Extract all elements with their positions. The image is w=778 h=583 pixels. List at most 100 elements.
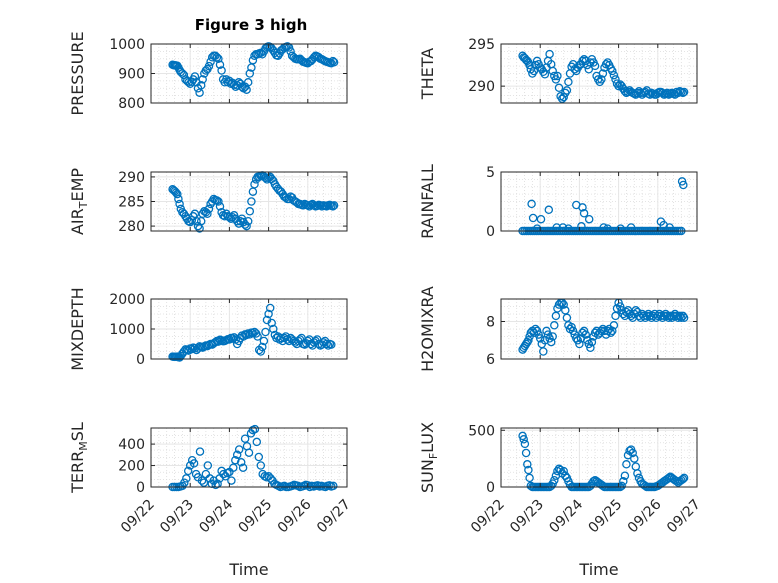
- data-point: [677, 177, 687, 186]
- data-point: [219, 469, 228, 479]
- data-point: [329, 201, 339, 210]
- data-point: [231, 455, 240, 465]
- y-tick-label: 285: [118, 195, 145, 211]
- major-grid: [501, 428, 697, 487]
- axes-box: [500, 427, 698, 488]
- y-tick-label: 0: [486, 224, 495, 240]
- data-point: [197, 476, 207, 485]
- data-point: [679, 180, 688, 190]
- data-point: [656, 217, 666, 226]
- axes-box: [150, 427, 348, 488]
- data-point: [523, 56, 532, 66]
- x-axis-label: Time: [228, 560, 268, 579]
- data-point: [523, 460, 532, 469]
- data-point: [535, 334, 545, 343]
- data-point: [562, 86, 572, 95]
- data-point: [204, 61, 214, 71]
- data-point: [677, 313, 686, 323]
- data-point: [579, 209, 589, 218]
- data-point: [564, 224, 573, 233]
- data-point: [586, 343, 595, 353]
- data-point: [528, 213, 538, 223]
- data-point: [267, 318, 276, 328]
- data-point: [261, 173, 270, 183]
- data-point: [673, 313, 683, 323]
- y-axis-label: AIRTEMP: [68, 168, 90, 235]
- data-point: [328, 202, 338, 211]
- data-point: [196, 81, 206, 90]
- y-tick-label: 1000: [109, 322, 145, 338]
- y-tick-label: 900: [118, 67, 145, 83]
- y-axis-label: TERRMSL: [68, 422, 90, 494]
- data-point: [214, 54, 223, 64]
- y-tick-label: 290: [118, 170, 145, 186]
- data-point: [254, 452, 264, 462]
- data-point: [328, 56, 338, 66]
- y-axis-label: H2OMIXRA: [418, 286, 437, 372]
- data-point: [217, 66, 226, 75]
- data-point: [258, 342, 267, 352]
- series: [168, 42, 339, 97]
- data-point: [203, 461, 213, 470]
- series: [168, 171, 339, 233]
- y-tick-label: 0: [486, 480, 495, 496]
- data-point: [232, 450, 242, 460]
- data-point: [525, 473, 534, 483]
- data-point: [329, 58, 339, 67]
- panel-theta: 290 295 THETA: [418, 37, 698, 104]
- data-point: [244, 448, 254, 457]
- data-point: [606, 328, 616, 338]
- data-point: [544, 205, 554, 215]
- data-point: [256, 461, 266, 470]
- data-point: [553, 71, 562, 81]
- data-point: [180, 478, 189, 487]
- data-point: [175, 199, 184, 209]
- data-point: [240, 434, 250, 443]
- data-point: [521, 448, 531, 458]
- data-point: [198, 75, 207, 84]
- data-point: [679, 313, 689, 323]
- data-point: [212, 53, 222, 62]
- data-point: [245, 207, 255, 216]
- data-point: [679, 87, 689, 97]
- data-point: [173, 189, 182, 199]
- x-axis-label: Time: [578, 560, 618, 579]
- data-point: [243, 78, 253, 87]
- data-point: [261, 327, 270, 337]
- y-tick-label: 200: [118, 459, 145, 475]
- data-point: [534, 330, 543, 339]
- data-point: [529, 66, 539, 76]
- data-point: [199, 478, 209, 487]
- data-point: [245, 69, 255, 78]
- y-axis-label: THETA: [418, 48, 437, 100]
- axes-box: [500, 298, 698, 360]
- data-point: [189, 459, 199, 468]
- y-axis-label: PRESSURE: [68, 31, 87, 115]
- data-point: [656, 311, 666, 321]
- plot-area: [501, 172, 697, 231]
- data-point: [678, 88, 688, 98]
- data-point: [250, 424, 260, 434]
- data-point: [253, 332, 262, 341]
- data-point: [256, 347, 266, 356]
- panel-air-temp: 280 285 290 AIRTEMP: [68, 168, 348, 235]
- series: [518, 49, 689, 104]
- data-point: [214, 197, 223, 206]
- axes-box: [500, 43, 698, 104]
- data-point: [182, 474, 191, 483]
- y-tick-label: 295: [468, 37, 495, 53]
- data-point: [633, 469, 642, 478]
- data-point: [524, 465, 533, 475]
- data-point: [227, 476, 236, 485]
- data-point: [678, 474, 688, 484]
- data-point: [183, 466, 193, 476]
- data-point: [242, 221, 251, 231]
- data-point: [675, 311, 685, 321]
- panel-h2omixra: 6 8 H2OMIXRA: [418, 286, 698, 372]
- data-point: [620, 471, 630, 480]
- y-tick-label: 0: [136, 352, 145, 368]
- data-point: [615, 302, 625, 311]
- data-point: [173, 61, 182, 71]
- data-point: [303, 201, 313, 210]
